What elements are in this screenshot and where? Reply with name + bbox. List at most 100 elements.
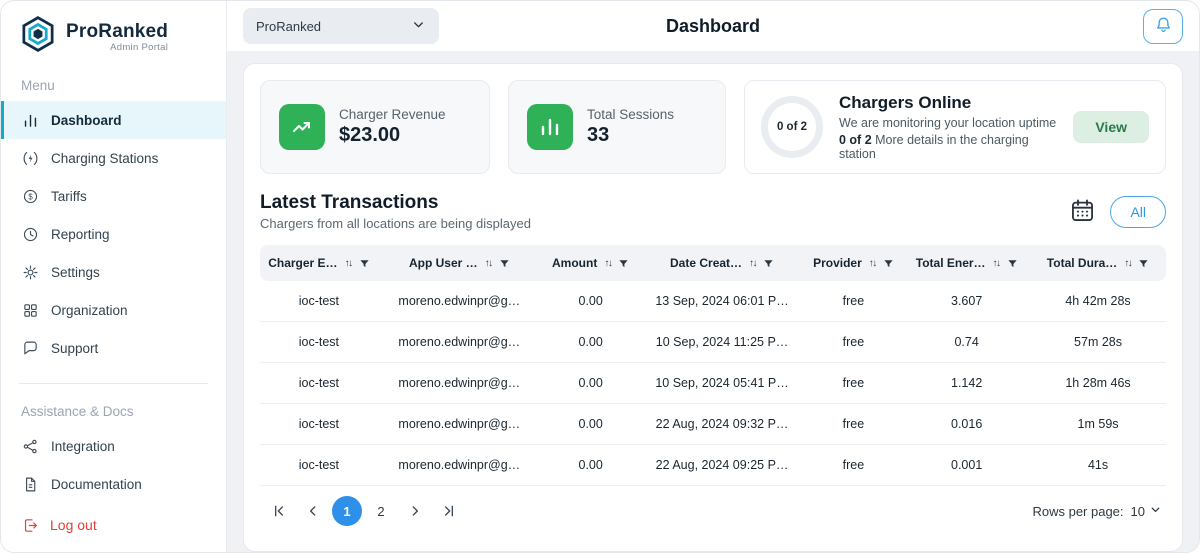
sidebar-item-integration[interactable]: Integration xyxy=(1,427,226,465)
sidebar-item-label: Organization xyxy=(51,302,128,318)
sidebar-item-label: Dashboard xyxy=(51,112,122,128)
column-header-total-energy[interactable]: Total Ener… ↑↓ xyxy=(903,245,1031,281)
cell-date-created: 22 Aug, 2024 09:25 P… xyxy=(640,445,804,486)
sidebar-item-tariffs[interactable]: $ Tariffs xyxy=(1,177,226,215)
cell-provider: free xyxy=(803,322,904,363)
logout-label: Log out xyxy=(50,517,97,533)
sidebar-item-settings[interactable]: Settings xyxy=(1,253,226,291)
next-page-button[interactable] xyxy=(400,496,430,526)
filter-funnel-icon[interactable] xyxy=(763,258,774,269)
cell-app-user: moreno.edwinpr@g… xyxy=(377,363,541,404)
pagination: 1 2 Rows per page: 10 xyxy=(260,486,1166,530)
svg-text:$: $ xyxy=(28,192,33,201)
sidebar-item-label: Documentation xyxy=(51,476,142,492)
cell-provider: free xyxy=(803,363,904,404)
cell-amount: 0.00 xyxy=(540,281,641,322)
cell-charger: ioc-test xyxy=(260,445,378,486)
sort-icon[interactable]: ↑↓ xyxy=(868,257,878,269)
filter-funnel-icon[interactable] xyxy=(618,258,629,269)
cell-amount: 0.00 xyxy=(540,445,641,486)
cell-total-energy: 0.016 xyxy=(903,404,1031,445)
cell-charger: ioc-test xyxy=(260,363,378,404)
sidebar-item-charging-stations[interactable]: Charging Stations xyxy=(1,139,226,177)
cell-total-energy: 3.607 xyxy=(903,281,1031,322)
brand-name: ProRanked xyxy=(66,20,169,42)
table-row[interactable]: ioc-test moreno.edwinpr@g… 0.00 13 Sep, … xyxy=(260,281,1166,322)
sort-icon[interactable]: ↑↓ xyxy=(604,257,613,269)
cell-total-duration: 41s xyxy=(1030,445,1166,486)
column-label: Total Ener… xyxy=(915,256,986,270)
chargers-online-donut-badge: 0 of 2 xyxy=(761,96,823,158)
tariffs-icon: $ xyxy=(21,187,39,205)
sidebar-assistance-nav: Integration Documentation xyxy=(1,427,226,503)
sidebar-item-label: Support xyxy=(51,340,99,356)
column-header-app-user[interactable]: App User … ↑↓ xyxy=(377,245,541,281)
chargers-online-count: 0 of 2 xyxy=(776,121,808,133)
column-label: Amount xyxy=(552,256,598,270)
chevron-down-icon xyxy=(1149,503,1162,519)
filter-all-button[interactable]: All xyxy=(1110,195,1166,228)
chargers-online-card: 0 of 2 Chargers Online We are monitoring… xyxy=(744,80,1166,174)
sort-icon[interactable]: ↑↓ xyxy=(749,257,758,269)
cell-date-created: 13 Sep, 2024 06:01 P… xyxy=(640,281,804,322)
last-page-button[interactable] xyxy=(434,496,464,526)
filter-funnel-icon[interactable] xyxy=(1007,258,1018,269)
sort-icon[interactable]: ↑↓ xyxy=(484,257,494,269)
filter-funnel-icon[interactable] xyxy=(499,258,510,269)
sidebar-item-reporting[interactable]: Reporting xyxy=(1,215,226,253)
sort-icon[interactable]: ↑↓ xyxy=(992,257,1002,269)
charging-stations-icon xyxy=(21,149,39,167)
sidebar-item-organization[interactable]: Organization xyxy=(1,291,226,329)
organization-selector-value: ProRanked xyxy=(256,18,322,34)
filter-funnel-icon[interactable] xyxy=(359,258,370,269)
content-area: Charger Revenue $23.00 Total Sessions 33 xyxy=(227,51,1199,552)
transactions-header: Latest Transactions Chargers from all lo… xyxy=(260,192,1166,231)
page-2-button[interactable]: 2 xyxy=(366,496,396,526)
support-icon xyxy=(21,339,39,357)
column-label: Charger E… xyxy=(268,256,338,270)
column-header-provider[interactable]: Provider ↑↓ xyxy=(803,245,904,281)
rows-per-page: Rows per page: 10 xyxy=(1032,503,1162,519)
column-header-total-duration[interactable]: Total Dura… ↑↓ xyxy=(1030,245,1166,281)
sidebar-item-support[interactable]: Support xyxy=(1,329,226,367)
filter-funnel-icon[interactable] xyxy=(1138,258,1149,269)
sidebar-item-label: Charging Stations xyxy=(51,150,159,166)
cell-provider: free xyxy=(803,445,904,486)
stat-value: $23.00 xyxy=(339,124,401,146)
chargers-online-ratio: 0 of 2 xyxy=(839,133,872,147)
sidebar: ProRanked Admin Portal Menu Dashboard Ch… xyxy=(1,1,227,552)
documentation-icon xyxy=(21,475,39,493)
column-header-amount[interactable]: Amount ↑↓ xyxy=(540,245,641,281)
settings-icon xyxy=(21,263,39,281)
stats-row: Charger Revenue $23.00 Total Sessions 33 xyxy=(260,80,1166,174)
calendar-filter-button[interactable] xyxy=(1069,197,1096,227)
table-row[interactable]: ioc-test moreno.edwinpr@g… 0.00 22 Aug, … xyxy=(260,445,1166,486)
table-row[interactable]: ioc-test moreno.edwinpr@g… 0.00 22 Aug, … xyxy=(260,404,1166,445)
column-label: Date Creat… xyxy=(670,256,743,270)
cell-total-duration: 57m 28s xyxy=(1030,322,1166,363)
filter-funnel-icon[interactable] xyxy=(883,258,894,269)
cell-date-created: 10 Sep, 2024 11:25 P… xyxy=(640,322,804,363)
previous-page-button[interactable] xyxy=(298,496,328,526)
sidebar-item-dashboard[interactable]: Dashboard xyxy=(1,101,226,139)
table-row[interactable]: ioc-test moreno.edwinpr@g… 0.00 10 Sep, … xyxy=(260,363,1166,404)
first-page-button[interactable] xyxy=(264,496,294,526)
stat-value: 33 xyxy=(587,124,610,146)
column-header-date-created[interactable]: Date Creat… ↑↓ xyxy=(640,245,804,281)
sidebar-item-label: Tariffs xyxy=(51,188,87,204)
sort-icon[interactable]: ↑↓ xyxy=(1124,257,1133,269)
notifications-bell-button[interactable] xyxy=(1143,8,1183,44)
cell-provider: free xyxy=(803,281,904,322)
page-1-button[interactable]: 1 xyxy=(332,496,362,526)
sort-icon[interactable]: ↑↓ xyxy=(344,257,354,269)
chargers-online-details: More details in the charging station xyxy=(839,133,1029,161)
view-button[interactable]: View xyxy=(1073,111,1149,143)
brand-subtitle: Admin Portal xyxy=(110,41,169,53)
column-header-charger[interactable]: Charger E… ↑↓ xyxy=(260,245,378,281)
rows-per-page-select[interactable]: 10 xyxy=(1131,503,1162,519)
table-row[interactable]: ioc-test moreno.edwinpr@g… 0.00 10 Sep, … xyxy=(260,322,1166,363)
sidebar-item-documentation[interactable]: Documentation xyxy=(1,465,226,503)
transactions-subtitle: Chargers from all locations are being di… xyxy=(260,216,531,231)
logout-button[interactable]: Log out xyxy=(1,508,226,536)
organization-selector-dropdown[interactable]: ProRanked xyxy=(243,8,439,44)
